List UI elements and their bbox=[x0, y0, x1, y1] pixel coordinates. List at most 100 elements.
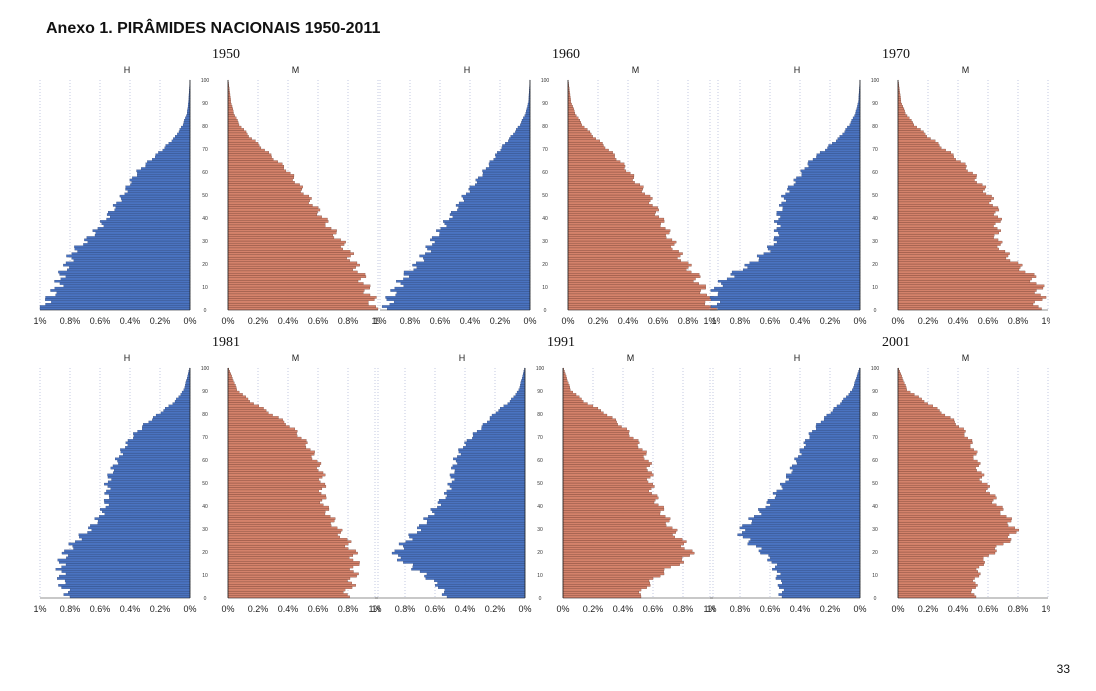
female-bar bbox=[897, 549, 997, 553]
female-bar bbox=[897, 406, 938, 410]
female-bar bbox=[897, 390, 911, 394]
male-bar bbox=[430, 508, 526, 511]
male-bar bbox=[97, 519, 191, 523]
male-bar bbox=[718, 291, 861, 295]
x-tick-label-left: 0.6% bbox=[90, 604, 111, 614]
female-bar bbox=[227, 114, 235, 117]
age-tick-label: 50 bbox=[202, 193, 208, 199]
female-bar bbox=[562, 455, 644, 458]
x-tick-label-left: 0.6% bbox=[430, 316, 451, 326]
female-bar bbox=[567, 243, 675, 246]
female-bar bbox=[897, 208, 1000, 212]
male-bar bbox=[102, 510, 191, 514]
female-bar bbox=[897, 197, 994, 200]
male-bar bbox=[786, 199, 861, 203]
male-bar bbox=[776, 574, 861, 578]
male-bar bbox=[449, 485, 526, 488]
female-bar bbox=[897, 542, 1004, 546]
female-bar bbox=[897, 517, 1012, 520]
male-bar bbox=[500, 148, 531, 152]
male-bar bbox=[493, 158, 531, 161]
male-bar bbox=[468, 187, 531, 191]
male-bar bbox=[125, 441, 191, 445]
male-bar bbox=[779, 204, 861, 207]
female-bar bbox=[897, 510, 1001, 514]
male-bar bbox=[841, 400, 861, 403]
female-bar bbox=[567, 307, 717, 311]
male-bar bbox=[105, 505, 191, 509]
male-bar bbox=[515, 393, 526, 396]
female-bar bbox=[897, 270, 1026, 274]
female-bar bbox=[897, 194, 992, 198]
male-bar bbox=[435, 584, 526, 587]
female-bar bbox=[567, 284, 706, 288]
age-tick-label: 100 bbox=[201, 366, 210, 372]
female-bar bbox=[897, 452, 977, 456]
male-bar bbox=[520, 123, 531, 127]
age-tick-label: 30 bbox=[542, 239, 548, 245]
male-bar bbox=[103, 224, 191, 228]
male-bar bbox=[495, 411, 526, 415]
x-tick-label-left: 0% bbox=[853, 604, 866, 614]
female-bar bbox=[227, 524, 332, 527]
female-bar bbox=[567, 296, 714, 299]
male-bar bbox=[446, 595, 526, 599]
female-bar bbox=[567, 148, 609, 152]
male-bar bbox=[462, 197, 531, 200]
male-bar bbox=[709, 296, 861, 299]
female-bar bbox=[562, 572, 665, 576]
male-bar bbox=[417, 526, 526, 530]
x-tick-label-right: 0.6% bbox=[978, 604, 999, 614]
female-bar bbox=[562, 538, 683, 541]
female-bar bbox=[562, 496, 659, 500]
female-bar bbox=[227, 277, 361, 281]
male-bar bbox=[73, 259, 191, 262]
female-bar bbox=[897, 475, 983, 479]
male-bar bbox=[717, 302, 861, 306]
female-bar bbox=[562, 561, 684, 564]
female-bar bbox=[227, 549, 356, 553]
female-bar bbox=[897, 286, 1044, 290]
male-bar bbox=[780, 572, 861, 576]
x-tick-label-left: 0.8% bbox=[60, 316, 81, 326]
female-bar bbox=[897, 551, 996, 555]
female-bar bbox=[897, 289, 1037, 292]
x-tick-label-right: 0.4% bbox=[948, 316, 969, 326]
male-bar bbox=[54, 279, 191, 283]
x-tick-label-left: 0.4% bbox=[120, 604, 141, 614]
female-bar bbox=[562, 413, 608, 417]
male-bar bbox=[789, 190, 861, 193]
male-bar bbox=[801, 171, 861, 175]
age-tick-label: 50 bbox=[202, 481, 208, 487]
male-bar bbox=[469, 185, 531, 189]
age-tick-label: 10 bbox=[202, 285, 208, 291]
female-bar bbox=[897, 275, 1037, 278]
female-bar bbox=[562, 508, 665, 511]
female-bar bbox=[897, 395, 919, 399]
male-bar bbox=[95, 231, 191, 235]
male-bar bbox=[517, 125, 531, 129]
male-bar bbox=[731, 270, 861, 274]
male-bar bbox=[186, 379, 191, 382]
female-bar bbox=[227, 194, 310, 198]
male-bar bbox=[125, 446, 191, 449]
male-bar bbox=[120, 448, 191, 451]
female-bar bbox=[227, 567, 350, 571]
female-bar bbox=[897, 558, 984, 562]
female-bar bbox=[567, 261, 689, 265]
male-bar bbox=[786, 473, 861, 477]
male-bar bbox=[178, 395, 191, 399]
male-bar bbox=[424, 259, 531, 262]
male-label: H bbox=[464, 65, 471, 75]
age-tick-label: 70 bbox=[872, 435, 878, 441]
male-bar bbox=[754, 515, 861, 518]
female-bar bbox=[567, 194, 651, 198]
male-bar bbox=[100, 508, 191, 511]
female-bar bbox=[227, 286, 370, 290]
x-tick-label-left: 0.6% bbox=[90, 316, 111, 326]
male-bar bbox=[111, 478, 191, 481]
male-bar bbox=[787, 187, 861, 191]
x-tick-label-right: 0.4% bbox=[278, 316, 299, 326]
female-bar bbox=[562, 466, 647, 470]
female-bar bbox=[897, 595, 977, 599]
